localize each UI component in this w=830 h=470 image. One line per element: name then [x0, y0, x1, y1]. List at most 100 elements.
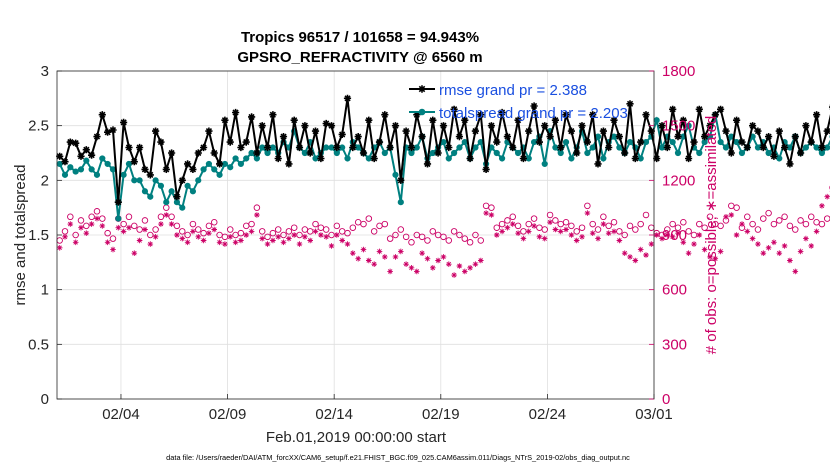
rmse-point	[669, 105, 677, 113]
rmse-point	[610, 116, 618, 124]
obs-assimilated-point	[541, 235, 548, 242]
obs-possible-point	[488, 204, 495, 211]
rmse-point	[823, 127, 830, 135]
obs-possible-point	[562, 218, 570, 226]
obs-assimilated-point	[760, 250, 767, 256]
obs-possible-point	[605, 222, 612, 230]
obs-possible-point	[776, 217, 783, 224]
rmse-point	[471, 127, 479, 135]
obs-assimilated-point	[589, 230, 596, 236]
totalspread-point	[157, 182, 165, 189]
obs-possible-point	[168, 213, 175, 221]
obs-possible-point	[77, 217, 85, 224]
rmse-point	[653, 154, 661, 163]
obs-assimilated-point	[525, 228, 532, 235]
obs-assimilated-point	[227, 234, 233, 240]
obs-assimilated-point	[403, 261, 409, 267]
obs-possible-point	[728, 202, 735, 210]
obs-possible-point	[360, 220, 367, 228]
rmse-point	[818, 143, 826, 152]
obs-possible-point	[493, 224, 501, 231]
obs-possible-point	[333, 222, 341, 230]
obs-assimilated-point	[56, 245, 63, 251]
totalspread-point	[557, 149, 564, 157]
obs-possible-point	[210, 218, 218, 226]
obs-possible-point	[418, 233, 426, 241]
obs-assimilated-point	[515, 230, 521, 236]
obs-assimilated-point	[605, 230, 612, 236]
obs-possible-point	[696, 220, 703, 228]
obs-possible-point	[509, 213, 516, 221]
obs-assimilated-point	[824, 193, 830, 200]
rmse-point	[242, 138, 250, 146]
obs-assimilated-point	[312, 228, 319, 235]
rmse-point	[573, 149, 581, 157]
rmse-point	[594, 160, 602, 168]
rmse-point	[738, 138, 746, 146]
obs-assimilated-point	[318, 232, 324, 238]
obs-assimilated-point	[136, 237, 143, 244]
obs-assimilated-point	[621, 250, 628, 256]
obs-possible-point	[120, 220, 127, 228]
rmse-point	[407, 143, 416, 152]
rmse-point	[317, 154, 325, 163]
obs-possible-point	[754, 226, 762, 233]
obs-assimilated-point	[163, 212, 170, 218]
obs-assimilated-point	[637, 246, 644, 253]
obs-assimilated-point	[264, 241, 271, 247]
obs-assimilated-point	[685, 250, 692, 256]
y2-tick-label: 300	[662, 336, 687, 353]
x-tick-label: 02/14	[315, 406, 353, 423]
obs-possible-point	[365, 215, 373, 222]
obs-possible-point	[248, 220, 255, 228]
obs-possible-point	[792, 226, 799, 233]
legend-spread-label: totalspread grand pr = 2.203	[439, 105, 628, 122]
obs-assimilated-point	[472, 261, 479, 267]
obs-assimilated-point	[200, 237, 207, 244]
obs-assimilated-point	[382, 254, 388, 260]
rmse-point	[802, 122, 810, 130]
obs-assimilated-point	[190, 228, 196, 235]
rmse-point	[200, 143, 208, 152]
obs-assimilated-point	[126, 224, 132, 231]
rmse-point	[301, 122, 309, 130]
obs-assimilated-point	[296, 241, 303, 247]
obs-assimilated-point	[573, 237, 580, 244]
rmse-point	[589, 111, 597, 119]
rmse-point	[685, 154, 693, 163]
rmse-point	[546, 133, 554, 141]
obs-possible-point	[690, 231, 698, 239]
obs-possible-point	[568, 222, 575, 230]
rmse-point	[77, 152, 85, 160]
obs-possible-point	[370, 228, 378, 235]
rmse-point	[98, 111, 106, 119]
obs-possible-point	[637, 220, 644, 228]
obs-possible-point	[578, 224, 586, 231]
rmse-point	[722, 127, 730, 135]
rmse-point	[647, 127, 655, 135]
totalspread-point	[818, 149, 826, 157]
rmse-point	[194, 149, 202, 157]
series-rmse	[56, 94, 830, 206]
obs-assimilated-point	[142, 226, 148, 233]
obs-assimilated-point	[696, 232, 703, 238]
y2-axis-label: # of obs: o=possible; ∗=assimilated	[703, 116, 720, 355]
totalspread-point	[115, 215, 122, 222]
obs-assimilated-point	[366, 257, 372, 264]
rmse-point	[173, 193, 181, 201]
y2-tick-label: 1200	[662, 172, 695, 189]
chart-title: Tropics 96517 / 101658 = 94.943%	[241, 29, 479, 46]
totalspread-point	[136, 177, 143, 184]
rmse-point	[695, 105, 703, 113]
totalspread-point	[200, 166, 207, 173]
totalspread-point	[685, 122, 692, 129]
rmse-point	[631, 154, 639, 163]
rmse-point	[322, 119, 330, 128]
obs-assimilated-point	[509, 221, 516, 227]
totalspread-point	[451, 149, 458, 157]
rmse-point	[807, 138, 815, 146]
rmse-point	[535, 138, 543, 146]
obs-possible-point	[397, 226, 405, 233]
rmse-point	[178, 176, 186, 184]
obs-assimilated-point	[414, 268, 420, 275]
